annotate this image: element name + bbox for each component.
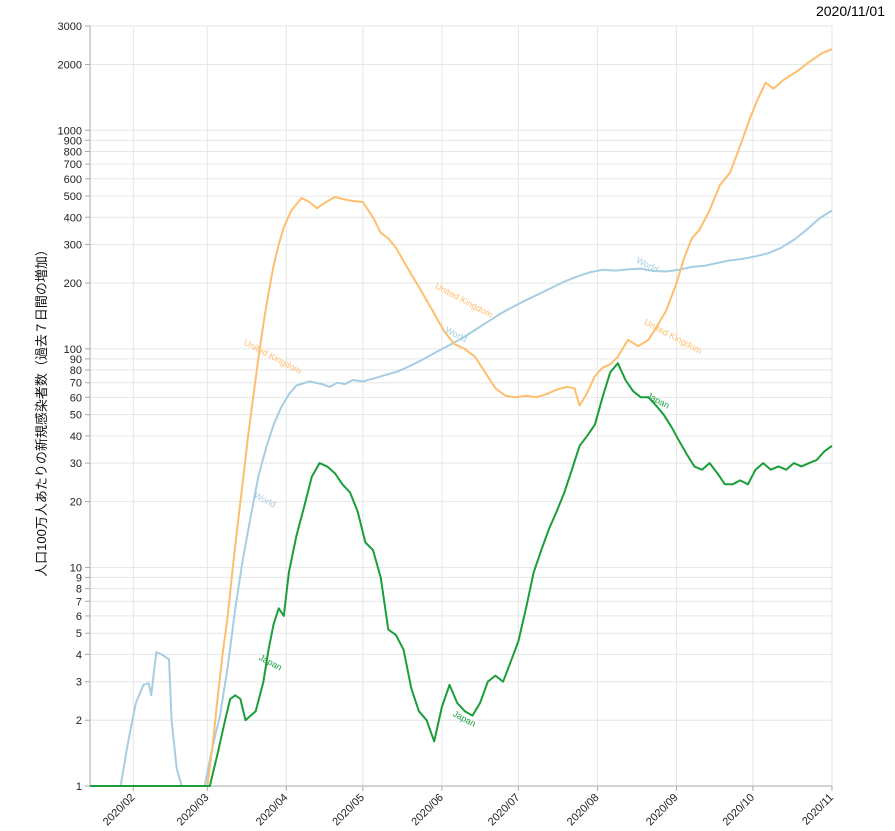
series-line-united-kingdom bbox=[206, 48, 833, 787]
x-tick-label: 2020/11 bbox=[800, 792, 836, 828]
y-tick-label: 3000 bbox=[58, 21, 82, 33]
y-axis-title: 人口100万人あたりの新規感染者数（過去７日間の増加） bbox=[34, 243, 49, 577]
y-tick-label: 70 bbox=[70, 378, 82, 390]
y-tick-label: 30 bbox=[70, 458, 82, 470]
y-tick-label: 6 bbox=[76, 611, 82, 623]
gridlines bbox=[89, 25, 833, 787]
y-tick-label: 2000 bbox=[58, 59, 82, 71]
y-tick-label: 8 bbox=[76, 584, 82, 596]
series-label-united-kingdom: United Kingdom bbox=[433, 281, 494, 320]
series-line-japan bbox=[90, 362, 833, 787]
x-tick-label: 2020/08 bbox=[565, 792, 602, 829]
y-tick-label: 200 bbox=[64, 278, 82, 290]
series-lines bbox=[89, 48, 833, 787]
y-tick-label: 50 bbox=[70, 410, 82, 422]
y-tick-label: 4 bbox=[76, 649, 82, 661]
x-tick-label: 2020/09 bbox=[644, 792, 681, 829]
y-tick-label: 60 bbox=[70, 392, 82, 404]
x-tick-label: 2020/07 bbox=[486, 792, 523, 829]
series-label-world: World bbox=[635, 255, 660, 275]
x-tick-label: 2020/03 bbox=[175, 792, 212, 829]
y-tick-label: 800 bbox=[64, 146, 82, 158]
y-tick-label: 600 bbox=[64, 174, 82, 186]
date-stamp: 2020/11/01 bbox=[815, 3, 885, 19]
x-tick-label: 2020/02 bbox=[101, 792, 138, 829]
y-tick-label: 100 bbox=[64, 344, 82, 356]
y-tick-label: 9 bbox=[76, 572, 82, 584]
y-tick-label: 3 bbox=[76, 677, 82, 689]
y-tick-label: 300 bbox=[64, 240, 82, 252]
x-axis-ticks: 2020/02 2020/03 2020/04 2020/05 2020/06 2020/… bbox=[101, 786, 836, 828]
y-tick-label: 10 bbox=[70, 562, 82, 574]
y-tick-label: 7 bbox=[76, 596, 82, 608]
y-tick-label: 400 bbox=[64, 212, 82, 224]
y-tick-label: 900 bbox=[64, 135, 82, 147]
y-tick-label: 5 bbox=[76, 628, 82, 640]
series-label-world: World bbox=[252, 490, 277, 510]
y-tick-label: 1000 bbox=[58, 125, 82, 137]
y-tick-label: 2 bbox=[76, 715, 82, 727]
y-tick-label: 500 bbox=[64, 191, 82, 203]
y-tick-label: 90 bbox=[70, 354, 82, 366]
series-line-world bbox=[90, 209, 833, 787]
y-tick-label: 700 bbox=[64, 159, 82, 171]
x-tick-label: 2020/05 bbox=[330, 792, 367, 829]
y-tick-label: 1 bbox=[76, 781, 82, 793]
series-label-japan: Japan bbox=[257, 652, 283, 672]
x-tick-label: 2020/06 bbox=[409, 792, 446, 829]
y-tick-label: 20 bbox=[70, 497, 82, 509]
y-tick-label: 40 bbox=[70, 431, 82, 443]
y-tick-label: 80 bbox=[70, 365, 82, 377]
x-tick-label: 2020/04 bbox=[254, 792, 291, 829]
x-tick-label: 2020/10 bbox=[720, 792, 757, 829]
